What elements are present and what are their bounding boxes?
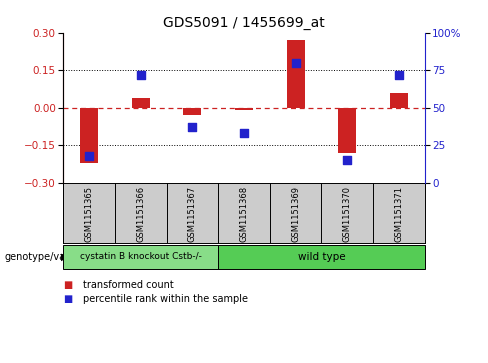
Text: GSM1151368: GSM1151368: [240, 186, 248, 242]
Point: [240, 131, 248, 136]
Bar: [80, 108, 98, 163]
Bar: [132, 98, 150, 108]
Text: GSM1151365: GSM1151365: [85, 186, 94, 242]
Bar: [390, 93, 408, 108]
Bar: [338, 108, 356, 153]
Text: GSM1151366: GSM1151366: [136, 186, 145, 242]
Bar: [183, 108, 202, 115]
Text: genotype/variation: genotype/variation: [5, 252, 98, 262]
Text: GSM1151370: GSM1151370: [343, 186, 352, 242]
Bar: [235, 108, 253, 110]
Text: GSM1151367: GSM1151367: [188, 186, 197, 242]
Point: [85, 153, 93, 159]
Text: cystatin B knockout Cstb-/-: cystatin B knockout Cstb-/-: [80, 252, 202, 261]
Point: [137, 72, 145, 78]
Text: ■: ■: [63, 294, 73, 305]
Text: percentile rank within the sample: percentile rank within the sample: [83, 294, 248, 305]
Point: [343, 158, 351, 163]
Text: ■: ■: [63, 280, 73, 290]
Text: ▶: ▶: [61, 252, 68, 262]
Point: [188, 125, 196, 130]
Text: GSM1151369: GSM1151369: [291, 186, 300, 242]
Text: wild type: wild type: [298, 252, 345, 262]
Point: [292, 60, 300, 66]
Bar: [286, 40, 305, 108]
Point: [395, 72, 403, 78]
Text: transformed count: transformed count: [83, 280, 174, 290]
Title: GDS5091 / 1455699_at: GDS5091 / 1455699_at: [163, 16, 325, 30]
Text: GSM1151371: GSM1151371: [394, 186, 403, 242]
